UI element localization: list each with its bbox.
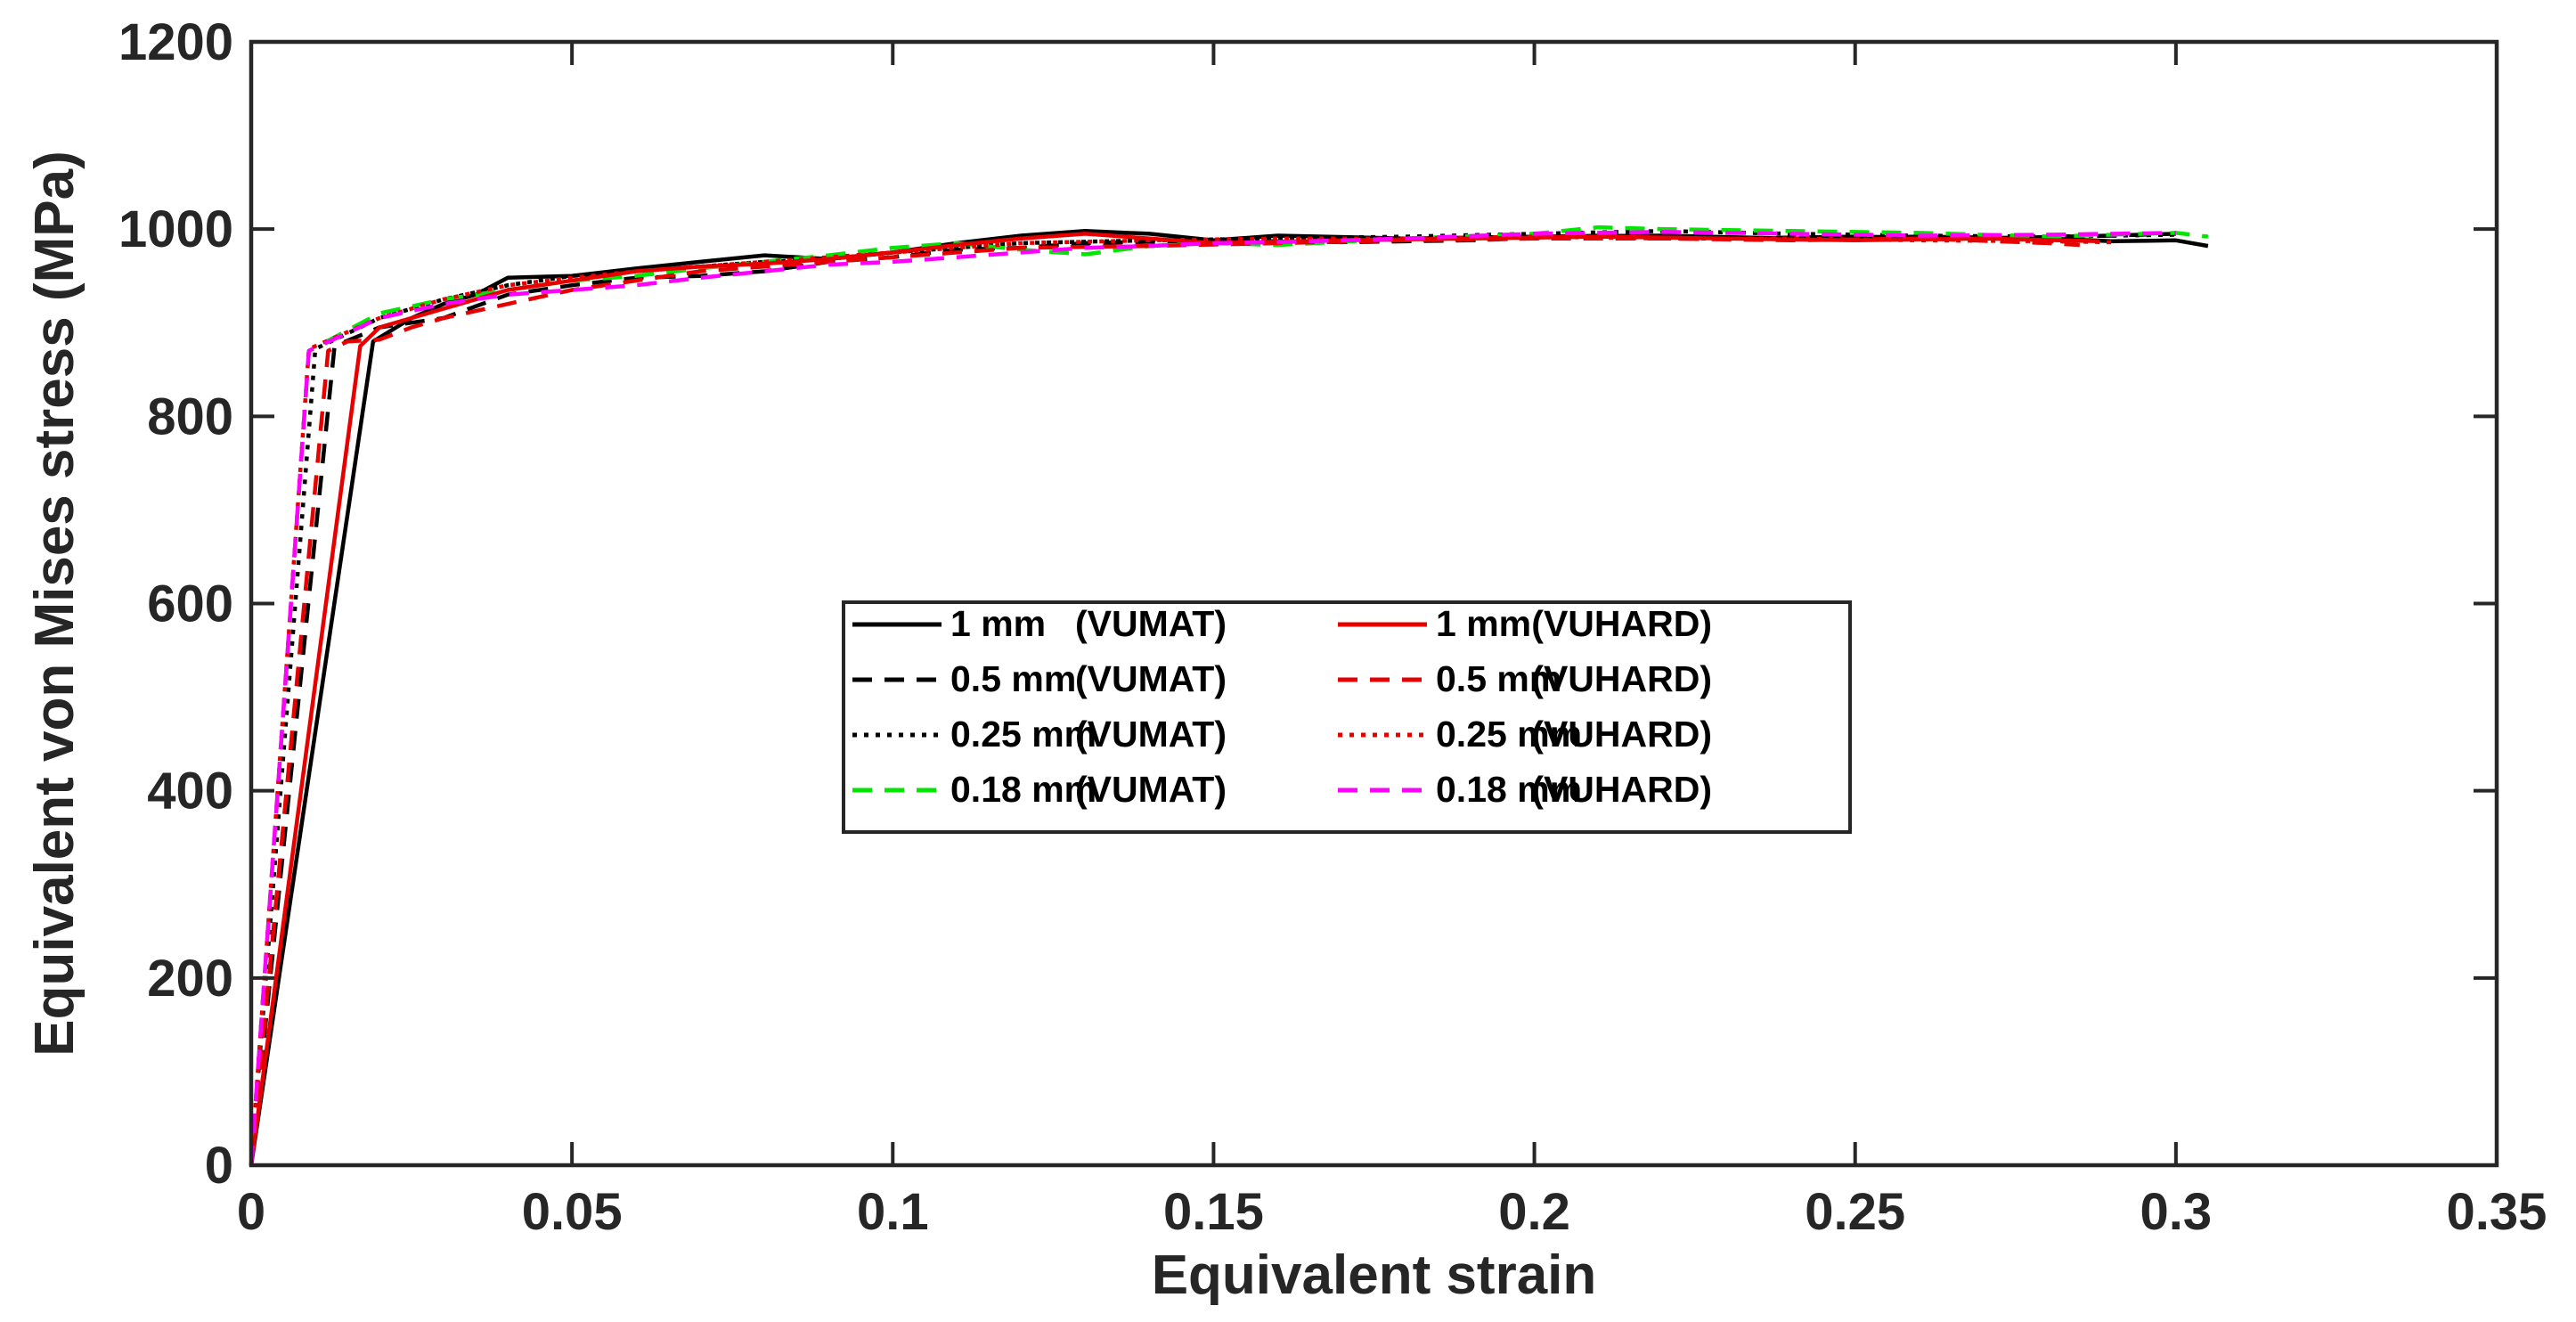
legend-label: 0.18 mm: [950, 769, 1096, 810]
legend-label: 0.5 mm: [950, 658, 1076, 699]
legend-model-label: (VUHARD): [1531, 769, 1712, 810]
x-tick-label: 0.3: [2140, 1183, 2213, 1241]
legend-label: 0.25 mm: [950, 714, 1096, 755]
legend-model-label: (VUMAT): [1075, 714, 1227, 755]
x-tick-label: 0.1: [857, 1183, 929, 1241]
y-axis-ticks: 0 200 400 600 800 1000 1200: [118, 13, 2497, 1195]
x-tick-label: 0.15: [1163, 1183, 1264, 1241]
x-axis-ticks: 0 0.05 0.1 0.15 0.2 0.25 0.3 0.35: [237, 42, 2547, 1241]
legend-model-label: (VUHARD): [1531, 714, 1712, 755]
legend-label: 0.25 mm: [1436, 714, 1582, 755]
plot-area-frame: [249, 39, 2499, 1168]
legend: 1 mm (VUMAT)0.5 mm(VUMAT)0.25 mm(VUMAT)0.…: [842, 600, 1852, 834]
legend-box: [842, 600, 1852, 834]
y-tick-label: 0: [205, 1137, 233, 1195]
legend-model-label: (VUHARD): [1531, 603, 1712, 644]
y-axis-title: Equivalent von Mises stress (MPa): [24, 151, 86, 1056]
legend-label: 1 mm: [950, 603, 1046, 644]
series-line-6: [249, 236, 2080, 1166]
series-line-7: [249, 234, 2112, 1166]
x-tick-label: 0.25: [1805, 1183, 1905, 1241]
y-tick-label: 1200: [118, 13, 233, 71]
x-axis-title: Equivalent strain: [1152, 1244, 1597, 1306]
legend-model-label: (VUMAT): [1075, 769, 1227, 810]
y-tick-label: 600: [147, 575, 233, 633]
legend-model-label: (VUHARD): [1531, 658, 1712, 699]
x-tick-label: 0.2: [1498, 1183, 1570, 1241]
y-tick-label: 200: [147, 950, 233, 1008]
legend-label: 1 mm: [1436, 603, 1531, 644]
y-tick-label: 400: [147, 763, 233, 820]
legend-model-label: (VUMAT): [1075, 658, 1227, 699]
legend-model-label: (VUMAT): [1075, 603, 1227, 644]
x-tick-label: 0.35: [2447, 1183, 2547, 1241]
legend-label: 0.5 mm: [1436, 658, 1561, 699]
series-layer: [249, 224, 2209, 1166]
y-tick-label: 1000: [118, 200, 233, 258]
legend-label: 0.18 mm: [1436, 769, 1582, 810]
x-tick-label: 0: [237, 1183, 265, 1241]
series-line-8: [249, 230, 2176, 1166]
y-tick-label: 800: [147, 388, 233, 445]
x-tick-label: 0.05: [522, 1183, 623, 1241]
